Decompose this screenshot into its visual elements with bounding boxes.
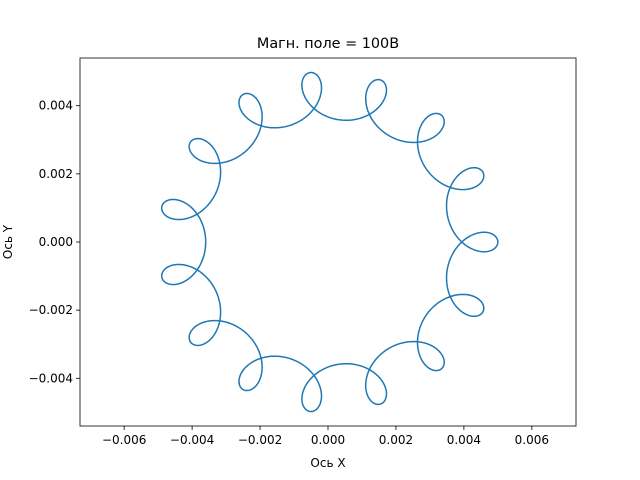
x-tick-label: −0.002 [238,433,282,447]
y-tick-label: 0.000 [39,235,73,249]
y-axis: −0.004 −0.002 0.000 0.002 0.004 [29,99,80,385]
x-tick-label: −0.006 [102,433,146,447]
series-line [160,71,499,413]
y-tick-label: −0.002 [29,303,73,317]
chart-title: Магн. поле = 100В [257,36,399,52]
x-tick-label: 0.002 [379,433,413,447]
x-tick-label: 0.004 [447,433,481,447]
y-tick-label: −0.004 [29,371,73,385]
y-tick-label: 0.002 [39,167,73,181]
x-tick-label: 0.006 [515,433,549,447]
x-axis-label: Ось X [310,456,345,470]
y-tick-label: 0.004 [39,99,73,113]
x-tick-label: 0.000 [311,433,345,447]
x-tick-label: −0.004 [170,433,214,447]
x-axis: −0.006 −0.004 −0.002 0.000 0.002 0.004 0.006 [102,426,549,447]
series-layer [160,71,499,413]
y-axis-label: Ось Y [1,224,15,259]
